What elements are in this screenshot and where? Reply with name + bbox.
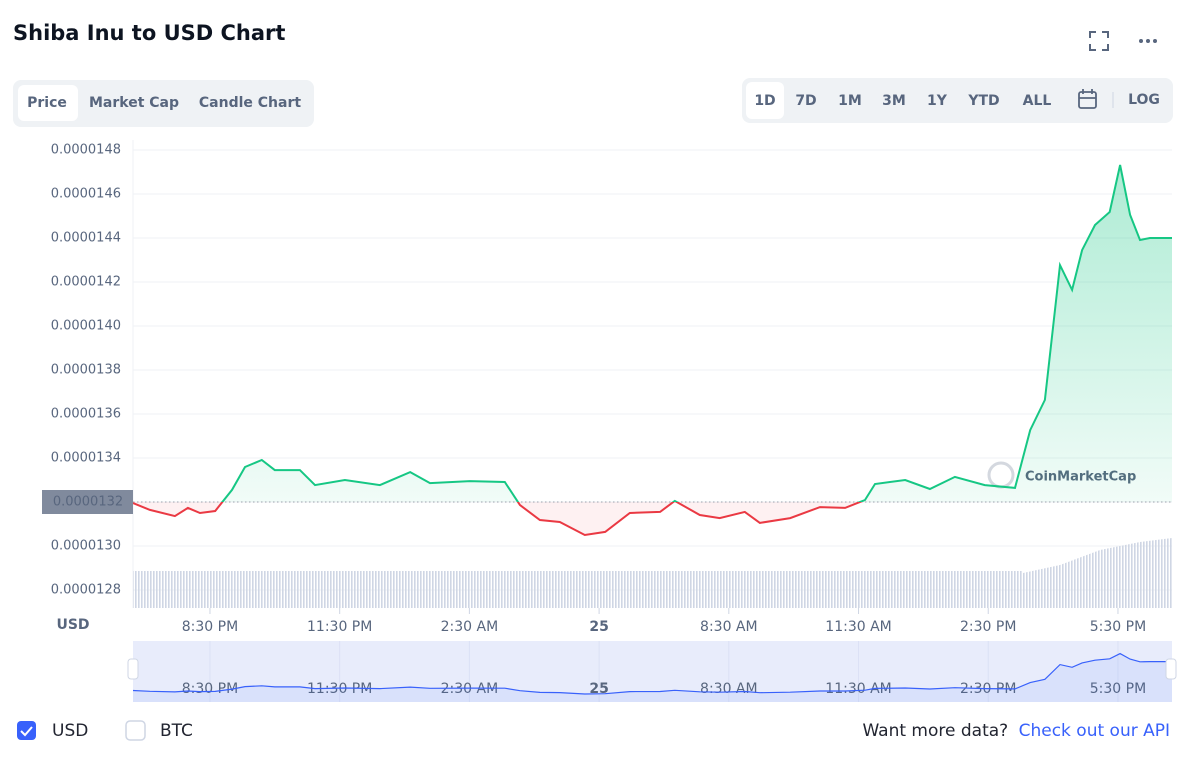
navigator-line (132, 652, 1172, 695)
navigator-tick-label: 2:30 AM (441, 681, 499, 697)
x-tick-label: 5:30 PM (1090, 619, 1146, 635)
currency-label: BTC (160, 721, 193, 741)
y-axis-label: USD (56, 617, 89, 633)
x-tick-label: 2:30 AM (441, 619, 499, 635)
navigator-tick-label: 25 (589, 681, 608, 697)
volume-bars (133, 571, 1023, 608)
more-icon[interactable] (1139, 39, 1157, 43)
chart-title: Shiba Inu to USD Chart (13, 21, 285, 45)
current-price-label: 0.0000132 (53, 495, 123, 510)
tab-bar (13, 80, 314, 127)
range-button[interactable]: 1Y (927, 93, 948, 109)
volume-bars (1023, 538, 1172, 608)
y-tick-label: 0.0000144 (51, 231, 121, 246)
navigator-tick-label: 5:30 PM (1090, 681, 1146, 697)
y-tick-label: 0.0000140 (51, 319, 121, 334)
y-tick-label: 0.0000148 (51, 143, 121, 158)
x-tick-label: 25 (589, 619, 608, 635)
navigator-handle[interactable] (127, 658, 139, 680)
y-tick-label: 0.0000142 (51, 275, 121, 290)
price-line-up (221, 164, 1172, 502)
y-tick-label: 0.0000128 (51, 583, 121, 598)
x-tick-label: 8:30 PM (182, 619, 238, 635)
watermark-logo (987, 461, 1015, 489)
prompt: Want more data? (862, 721, 1008, 741)
range-button[interactable]: 7D (795, 93, 816, 109)
y-tick-label: 0.0000136 (51, 407, 121, 422)
x-tick-label: 2:30 PM (960, 619, 1016, 635)
range-button[interactable]: ALL (1023, 93, 1052, 109)
range-bar (742, 78, 1173, 123)
navigator-tick-label: 8:30 AM (700, 681, 758, 697)
navigator-tick-label: 8:30 PM (182, 681, 238, 697)
y-tick-label: 0.0000146 (51, 187, 121, 202)
calendar-icon[interactable] (1078, 89, 1097, 109)
x-tick-label: 8:30 AM (700, 619, 758, 635)
range-active (746, 82, 784, 119)
price-line-down (133, 502, 863, 537)
checkbox-btc[interactable] (125, 720, 146, 741)
area-up (133, 165, 1172, 502)
y-tick-label: 0.0000130 (51, 539, 121, 554)
fullscreen-icon[interactable] (1089, 31, 1109, 51)
tab[interactable]: Candle Chart (199, 95, 301, 111)
navigator-handle[interactable] (1165, 658, 1177, 680)
y-tick-label: 0.0000138 (51, 363, 121, 378)
x-tick-label: 11:30 PM (307, 619, 372, 635)
tab[interactable]: Price (27, 95, 67, 111)
currency-label: USD (52, 721, 88, 741)
current-price-badge (42, 490, 133, 514)
navigator-area (133, 653, 1172, 702)
navigator-tick-label: 11:30 PM (307, 681, 372, 697)
range-button[interactable]: 3M (882, 93, 906, 109)
tab[interactable]: Market Cap (89, 95, 179, 111)
log-button[interactable]: LOG (1128, 92, 1160, 108)
api-link[interactable]: Check out our API (1019, 721, 1170, 741)
y-tick-label: 0.0000134 (51, 451, 121, 466)
range-button[interactable]: YTD (967, 93, 999, 109)
footer-text: Want more data? Check out our API (862, 721, 1170, 741)
checkbox-usd[interactable] (17, 721, 36, 740)
tab-active (18, 85, 78, 121)
range-button[interactable]: 1M (838, 93, 862, 109)
navigator-tick-label: 11:30 AM (825, 681, 891, 697)
range-button[interactable]: 1D (754, 93, 775, 109)
area-down (133, 502, 1172, 535)
x-tick-label: 11:30 AM (825, 619, 891, 635)
